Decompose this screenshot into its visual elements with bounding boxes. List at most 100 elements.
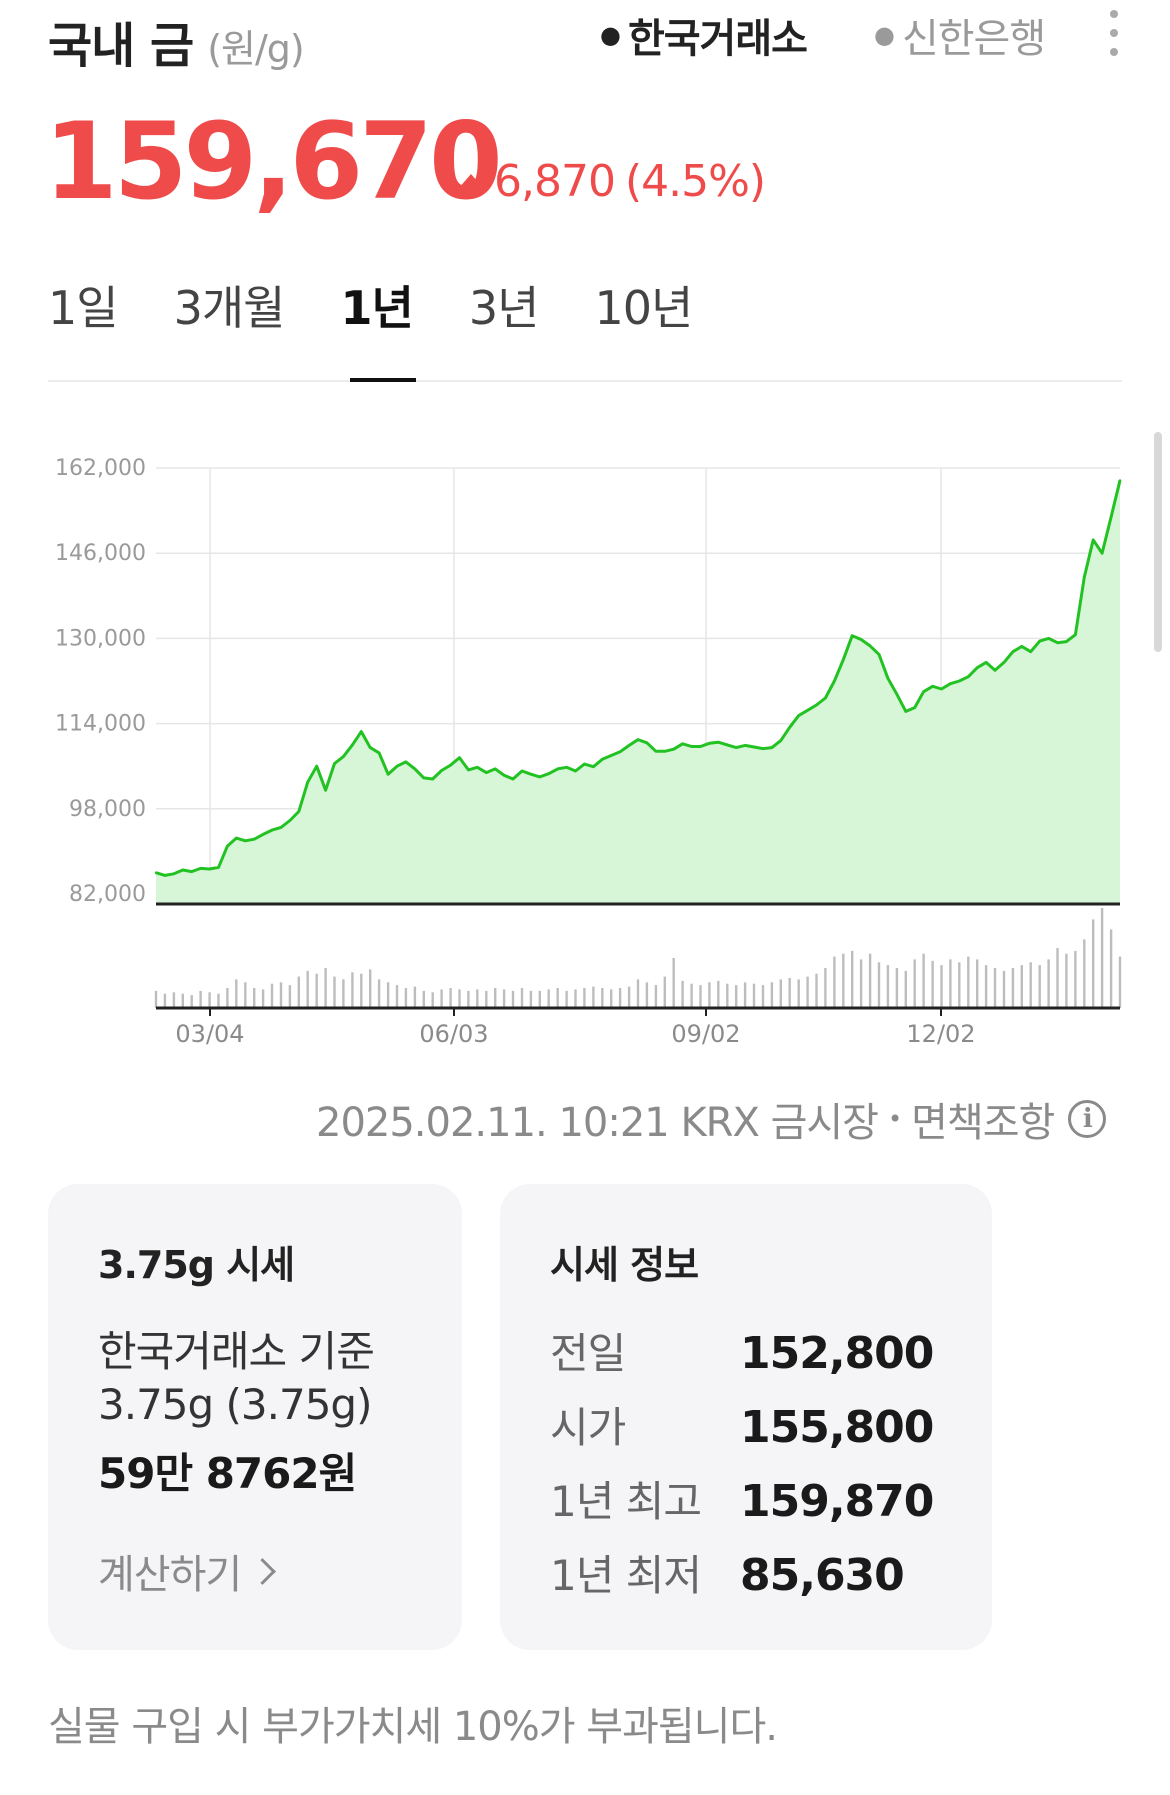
volume-bar [503,989,505,1008]
volume-bar [914,959,916,1008]
volume-bar [574,989,576,1008]
tab-1y[interactable]: 1년 [341,272,413,338]
volume-bar [289,985,291,1008]
source-krx-tab[interactable]: ● 한국거래소 [600,6,807,64]
volume-bar [637,979,639,1008]
price-point [378,752,380,754]
y-tick-label: 162,000 [55,456,146,481]
tab-10y[interactable]: 10년 [594,272,692,338]
price-point [351,744,353,746]
tab-3m[interactable]: 3개월 [174,272,285,338]
volume-bar [432,992,434,1008]
volume-bar [726,984,728,1008]
price-point [574,770,576,772]
price-change: 6,870 (4.5%) [458,156,765,207]
more-vertical-icon[interactable] [1104,10,1124,56]
row-label: 전일 [550,1320,740,1381]
price-point [690,745,692,747]
price-chart[interactable]: 162,000 146,000 130,000 114,000 98,000 82,000… [0,440,1170,1060]
price-point [592,766,594,768]
volume-bar [699,985,701,1008]
price-point [735,746,737,748]
price-point [280,826,282,828]
current-price: 159,670 [44,100,499,223]
volume-bar [1021,965,1023,1008]
price-point [1047,637,1049,639]
volume-bar [458,989,460,1008]
price-point [940,688,942,690]
volume-bar [369,969,371,1008]
tab-1d[interactable]: 1일 [48,272,118,338]
price-point [976,667,978,669]
price-point [789,726,791,728]
price-point [244,840,246,842]
price-point [1003,661,1005,663]
row-label: 시가 [550,1394,740,1455]
info-row-52w-high: 1년 최고 159,870 [550,1468,933,1529]
volume-bar [717,981,719,1008]
volume-bar [262,989,264,1008]
volume-bar [1012,968,1014,1008]
timestamp-row: 2025.02.11. 10:21 KRX 금시장 • 면책조항 i [316,1090,1106,1148]
price-point [1092,539,1094,541]
info-icon[interactable]: i [1068,1100,1106,1138]
calculate-button[interactable]: 계산하기 [98,1542,272,1600]
tab-3y[interactable]: 3년 [469,272,539,338]
y-tick-label: 146,000 [55,541,146,566]
volume-bar [655,985,657,1008]
x-tick-label: 06/03 [419,1020,488,1048]
volume-bar [342,979,344,1008]
disclaimer-link[interactable]: 면책조항 [911,1090,1054,1148]
price-point [316,765,318,767]
separator-dot-icon: • [888,1105,901,1133]
price-point [753,746,755,748]
volume-bar [610,989,612,1008]
volume-bar [565,991,567,1008]
source-shinhan-tab[interactable]: ● 신한은행 [874,6,1045,64]
price-point [762,747,764,749]
price-point [771,746,773,748]
price-point [262,833,264,835]
price-point [1012,651,1014,653]
volume-bar [735,985,737,1008]
volume-bar [744,982,746,1008]
price-point [1039,640,1041,642]
y-tick-label: 98,000 [69,797,146,822]
price-point [610,754,612,756]
page-title: 국내 금 (원/g) [48,6,304,76]
volume-bar [155,991,157,1008]
volume-bar [664,977,666,1008]
price-point [387,773,389,775]
volume-bar [217,994,219,1008]
price-point [878,653,880,655]
volume-bar [333,977,335,1008]
volume-bar [869,954,871,1008]
volume-bar [967,957,969,1008]
y-tick-label: 114,000 [55,712,146,737]
price-point [557,768,559,770]
price-point [985,661,987,663]
price-point [914,706,916,708]
price-point [628,744,630,746]
price-point [342,755,344,757]
card-title: 3.75g 시세 [98,1234,294,1289]
price-point [1083,576,1085,578]
price-point [583,763,585,765]
volume-bar [182,994,184,1008]
info-row-52w-low: 1년 최저 85,630 [550,1542,904,1603]
volume-bar [1030,962,1032,1008]
volume-bar [164,994,166,1008]
volume-bar [922,954,924,1008]
card-title: 시세 정보 [550,1234,698,1289]
vat-notice: 실물 구입 시 부가가치세 10%가 부과됩니다. [48,1694,777,1752]
source-label: 신한은행 [902,6,1045,64]
price-point [432,778,434,780]
volume-bar [815,974,817,1008]
timestamp-text: 2025.02.11. 10:21 KRX 금시장 [316,1090,878,1148]
volume-bar [1047,959,1049,1008]
volume-bar [173,992,175,1008]
volume-bar [860,959,862,1008]
price-point [530,773,532,775]
price-point [949,683,951,685]
volume-bar [539,991,541,1008]
